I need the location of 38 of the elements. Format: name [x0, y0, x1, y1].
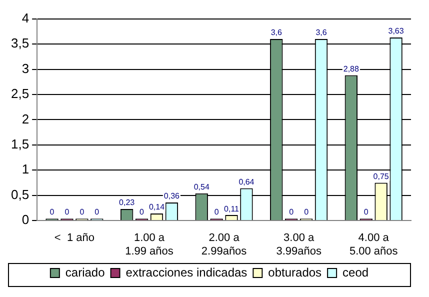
data-label: 0 — [94, 207, 100, 216]
y-tick-label: 4 — [22, 10, 30, 26]
x-tick-label: 1.00 a 1.99 años — [125, 232, 174, 258]
data-label: 0 — [364, 207, 369, 216]
data-label: 3,6 — [316, 28, 328, 38]
data-label: 0,64 — [238, 178, 255, 187]
data-label: 0 — [289, 207, 294, 216]
legend-label: obturados — [268, 265, 322, 280]
data-label: 0 — [64, 207, 70, 216]
data-label: 0 — [50, 207, 55, 216]
y-tick-label: 1,5 — [10, 136, 30, 152]
x-tick-label: 2.00 a 2.99años — [201, 232, 248, 258]
data-label: 0,23 — [119, 198, 136, 208]
data-label: 0,14 — [148, 202, 166, 212]
data-label: 0,75 — [373, 172, 390, 181]
y-tick-label: 0 — [22, 212, 30, 228]
data-label: 0 — [140, 207, 145, 216]
y-tick-label: 1 — [22, 162, 30, 177]
data-label: 0 — [304, 207, 310, 216]
data-label: 3,6 — [270, 28, 282, 38]
data-label: 0 — [214, 207, 220, 216]
x-tick-label: 4.00 a 5.00 años — [349, 232, 398, 258]
legend-label: extracciones indicadas — [126, 265, 248, 280]
data-label: 3,63 — [388, 26, 404, 36]
y-tick-label: 3,5 — [10, 36, 30, 51]
data-label: 0,36 — [164, 192, 180, 201]
data-label: 0,11 — [224, 204, 240, 214]
x-tick-label: 3.00 a 3.99años — [276, 232, 322, 258]
legend-label: ceod — [342, 265, 369, 280]
data-label: 0,54 — [194, 182, 210, 192]
data-label: 0 — [80, 207, 85, 216]
legend-label: cariado — [65, 265, 106, 280]
y-tick-label: 0,5 — [10, 186, 30, 202]
y-tick-label: 3 — [22, 60, 30, 76]
x-tick-label: < 1 año — [54, 232, 95, 244]
y-tick-label: 2 — [22, 111, 30, 126]
y-tick-label: 2,5 — [10, 86, 30, 102]
data-label: 2,88 — [343, 64, 360, 74]
